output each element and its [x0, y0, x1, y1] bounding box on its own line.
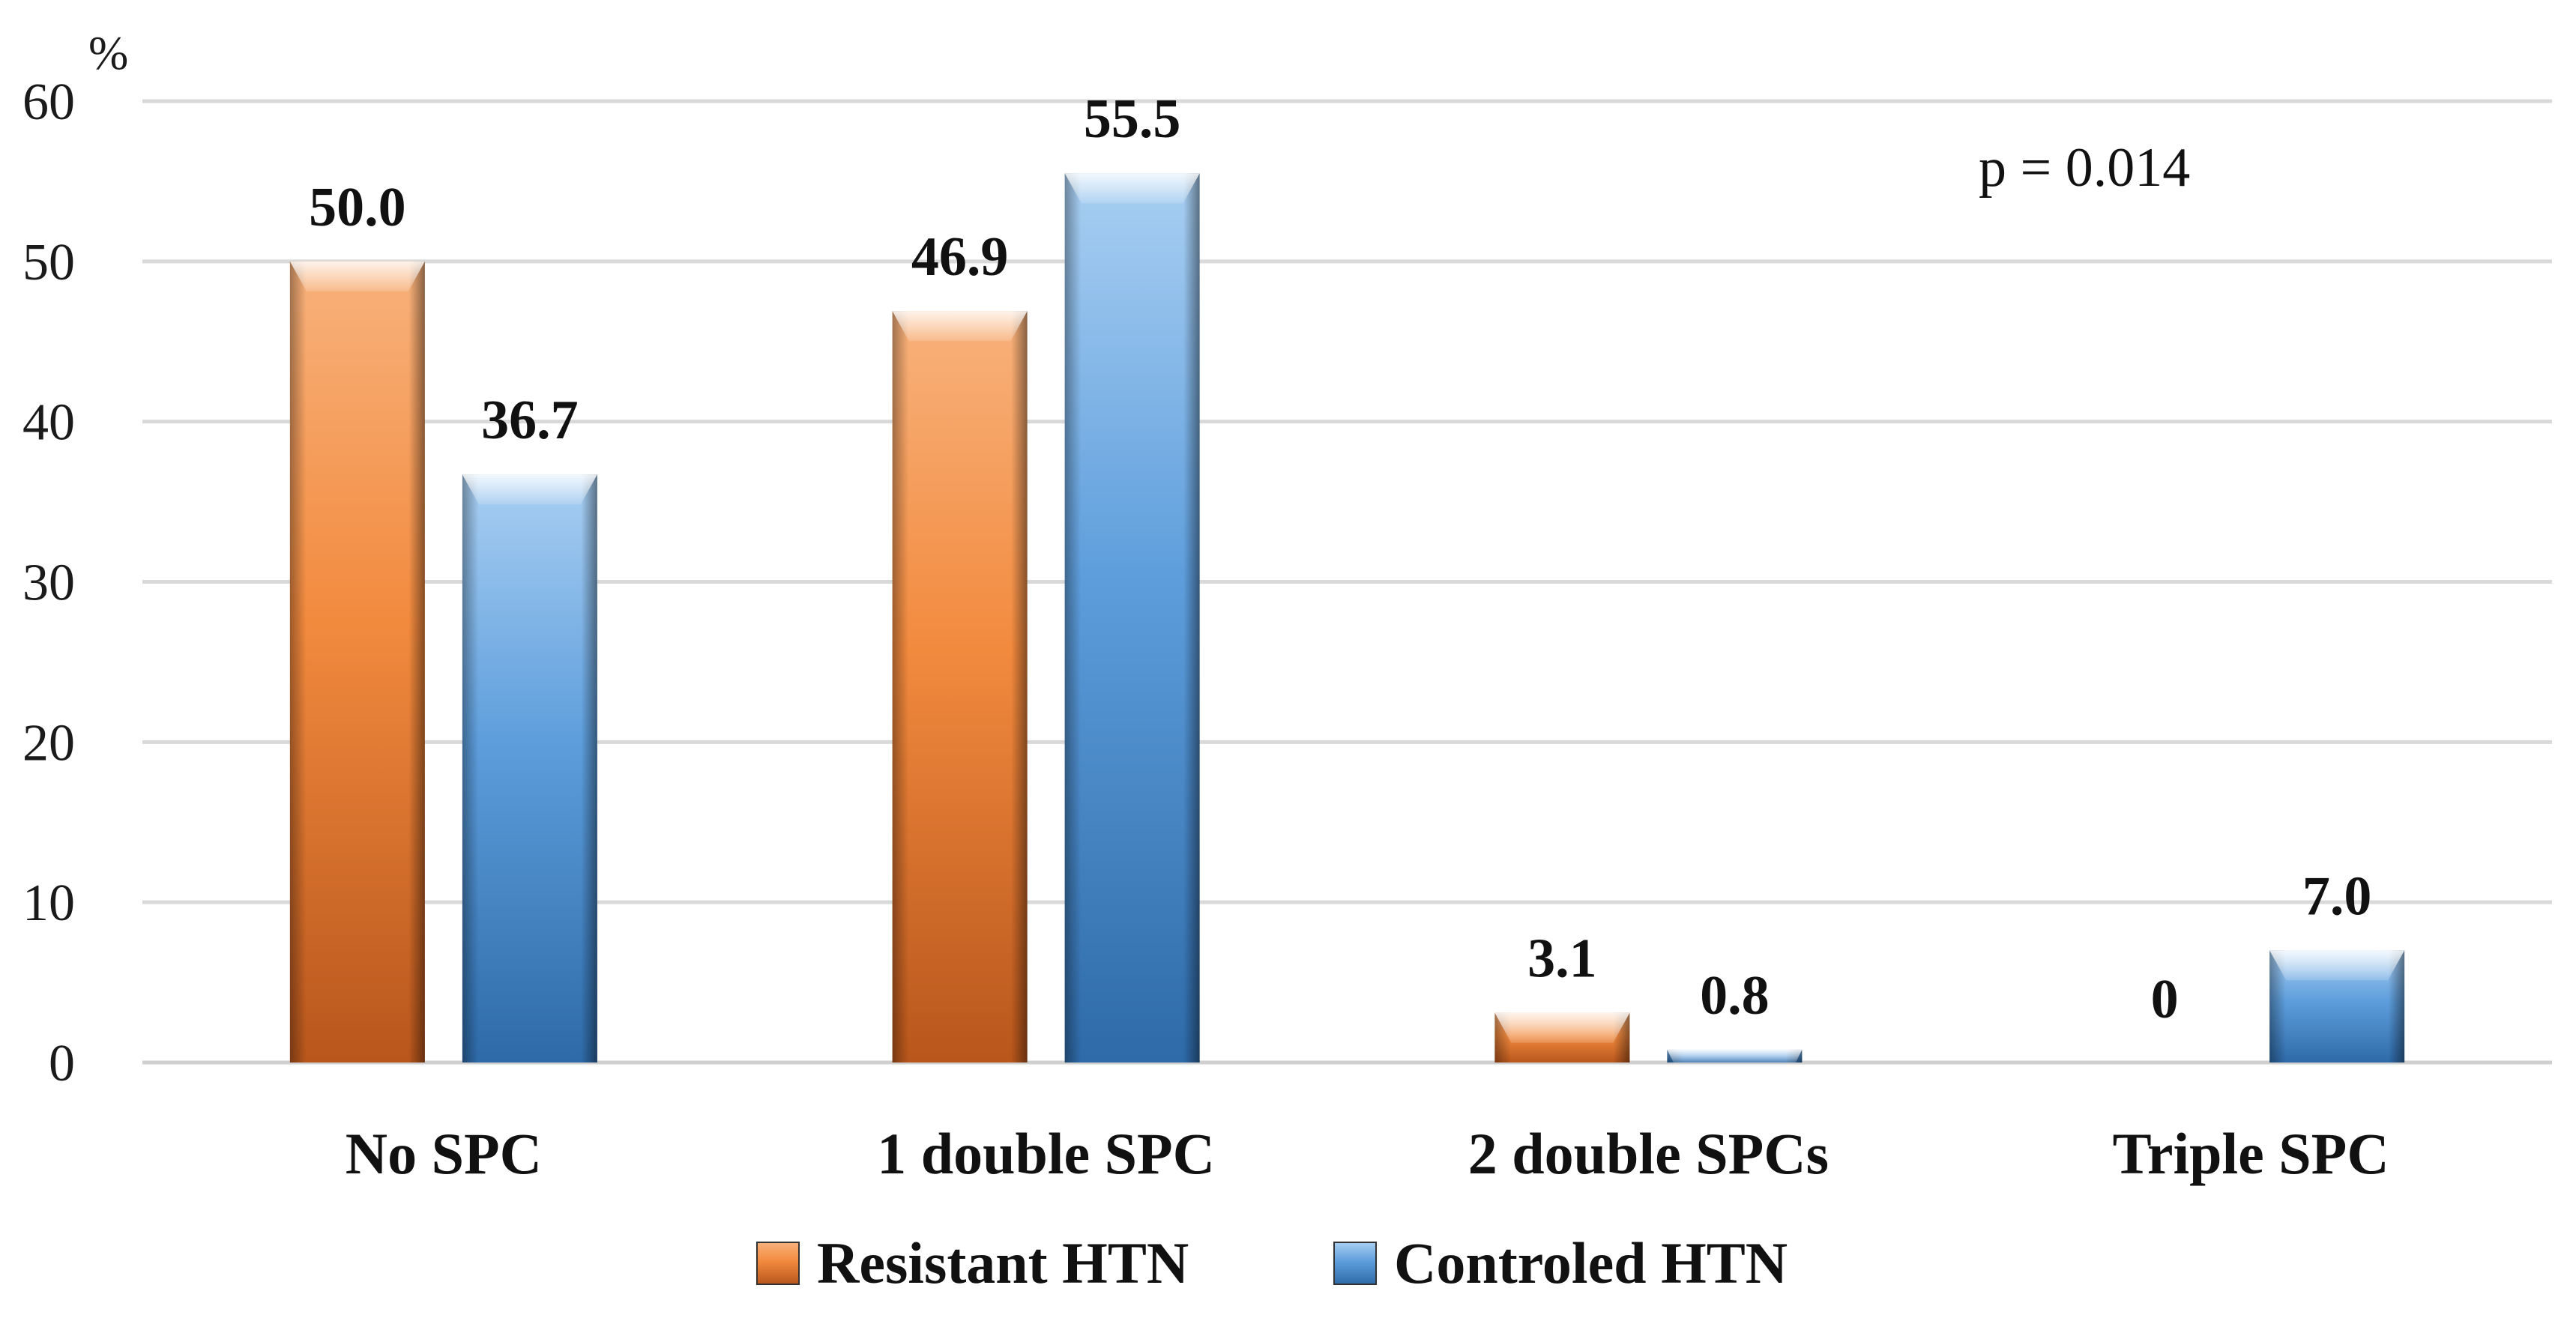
- data-label: 0.8: [1700, 965, 1770, 1027]
- x-tick-label: No SPC: [346, 1121, 542, 1186]
- legend: Resistant HTN Controled HTN: [756, 1230, 1788, 1296]
- y-tick-label: 50: [22, 234, 75, 291]
- y-axis-unit-label: %: [88, 26, 128, 79]
- bar-cap: [1494, 1012, 1630, 1043]
- y-tick-label: 0: [49, 1035, 75, 1092]
- bar-cap: [289, 261, 425, 291]
- bar-shade: [462, 474, 597, 1062]
- x-tick-label: Triple SPC: [2113, 1121, 2389, 1186]
- y-tick-label: 30: [22, 554, 75, 612]
- bar-shade: [289, 261, 425, 1062]
- data-label: 50.0: [309, 177, 406, 238]
- bar: [1064, 173, 1200, 1063]
- bars: [289, 173, 2405, 1063]
- bar-cap: [1667, 1049, 1803, 1062]
- data-label: 36.7: [481, 390, 579, 451]
- legend-swatch: [756, 1242, 800, 1285]
- bar-shade: [892, 311, 1028, 1062]
- legend-label: Controled HTN: [1394, 1230, 1788, 1296]
- bar: [892, 311, 1028, 1062]
- y-axis: 0 10 20 30 40 50 60: [22, 73, 75, 1092]
- bar-cap: [892, 311, 1028, 342]
- data-label: 3.1: [1527, 928, 1597, 990]
- data-label: 55.5: [1084, 88, 1181, 150]
- y-tick-label: 10: [22, 874, 75, 932]
- x-tick-label: 2 double SPCs: [1468, 1121, 1829, 1186]
- x-axis: No SPC 1 double SPC 2 double SPCs Triple SP…: [346, 1121, 2389, 1186]
- bar: [462, 474, 597, 1062]
- bar-cap: [1064, 173, 1200, 204]
- data-labels: 50.0 36.7 46.9 55.5 3.1 0.8 0 7.0: [309, 88, 2371, 1030]
- p-value-annotation: p = 0.014: [1979, 137, 2190, 199]
- x-tick-label: 1 double SPC: [877, 1121, 1215, 1186]
- data-label: 46.9: [911, 226, 1009, 288]
- bar-shade: [1064, 173, 1200, 1063]
- legend-label: Resistant HTN: [817, 1230, 1189, 1296]
- data-label: 7.0: [2302, 865, 2372, 927]
- y-tick-label: 20: [22, 714, 75, 772]
- bar: [289, 261, 425, 1062]
- bar-cap: [462, 474, 597, 505]
- bar: [1667, 1049, 1803, 1062]
- data-label: 0: [2151, 969, 2179, 1030]
- y-tick-label: 40: [22, 394, 75, 452]
- legend-swatch: [1333, 1242, 1377, 1285]
- bar: [1494, 1012, 1630, 1062]
- y-tick-label: 60: [22, 73, 75, 131]
- bar-cap: [2269, 950, 2405, 981]
- bar: [2269, 950, 2405, 1062]
